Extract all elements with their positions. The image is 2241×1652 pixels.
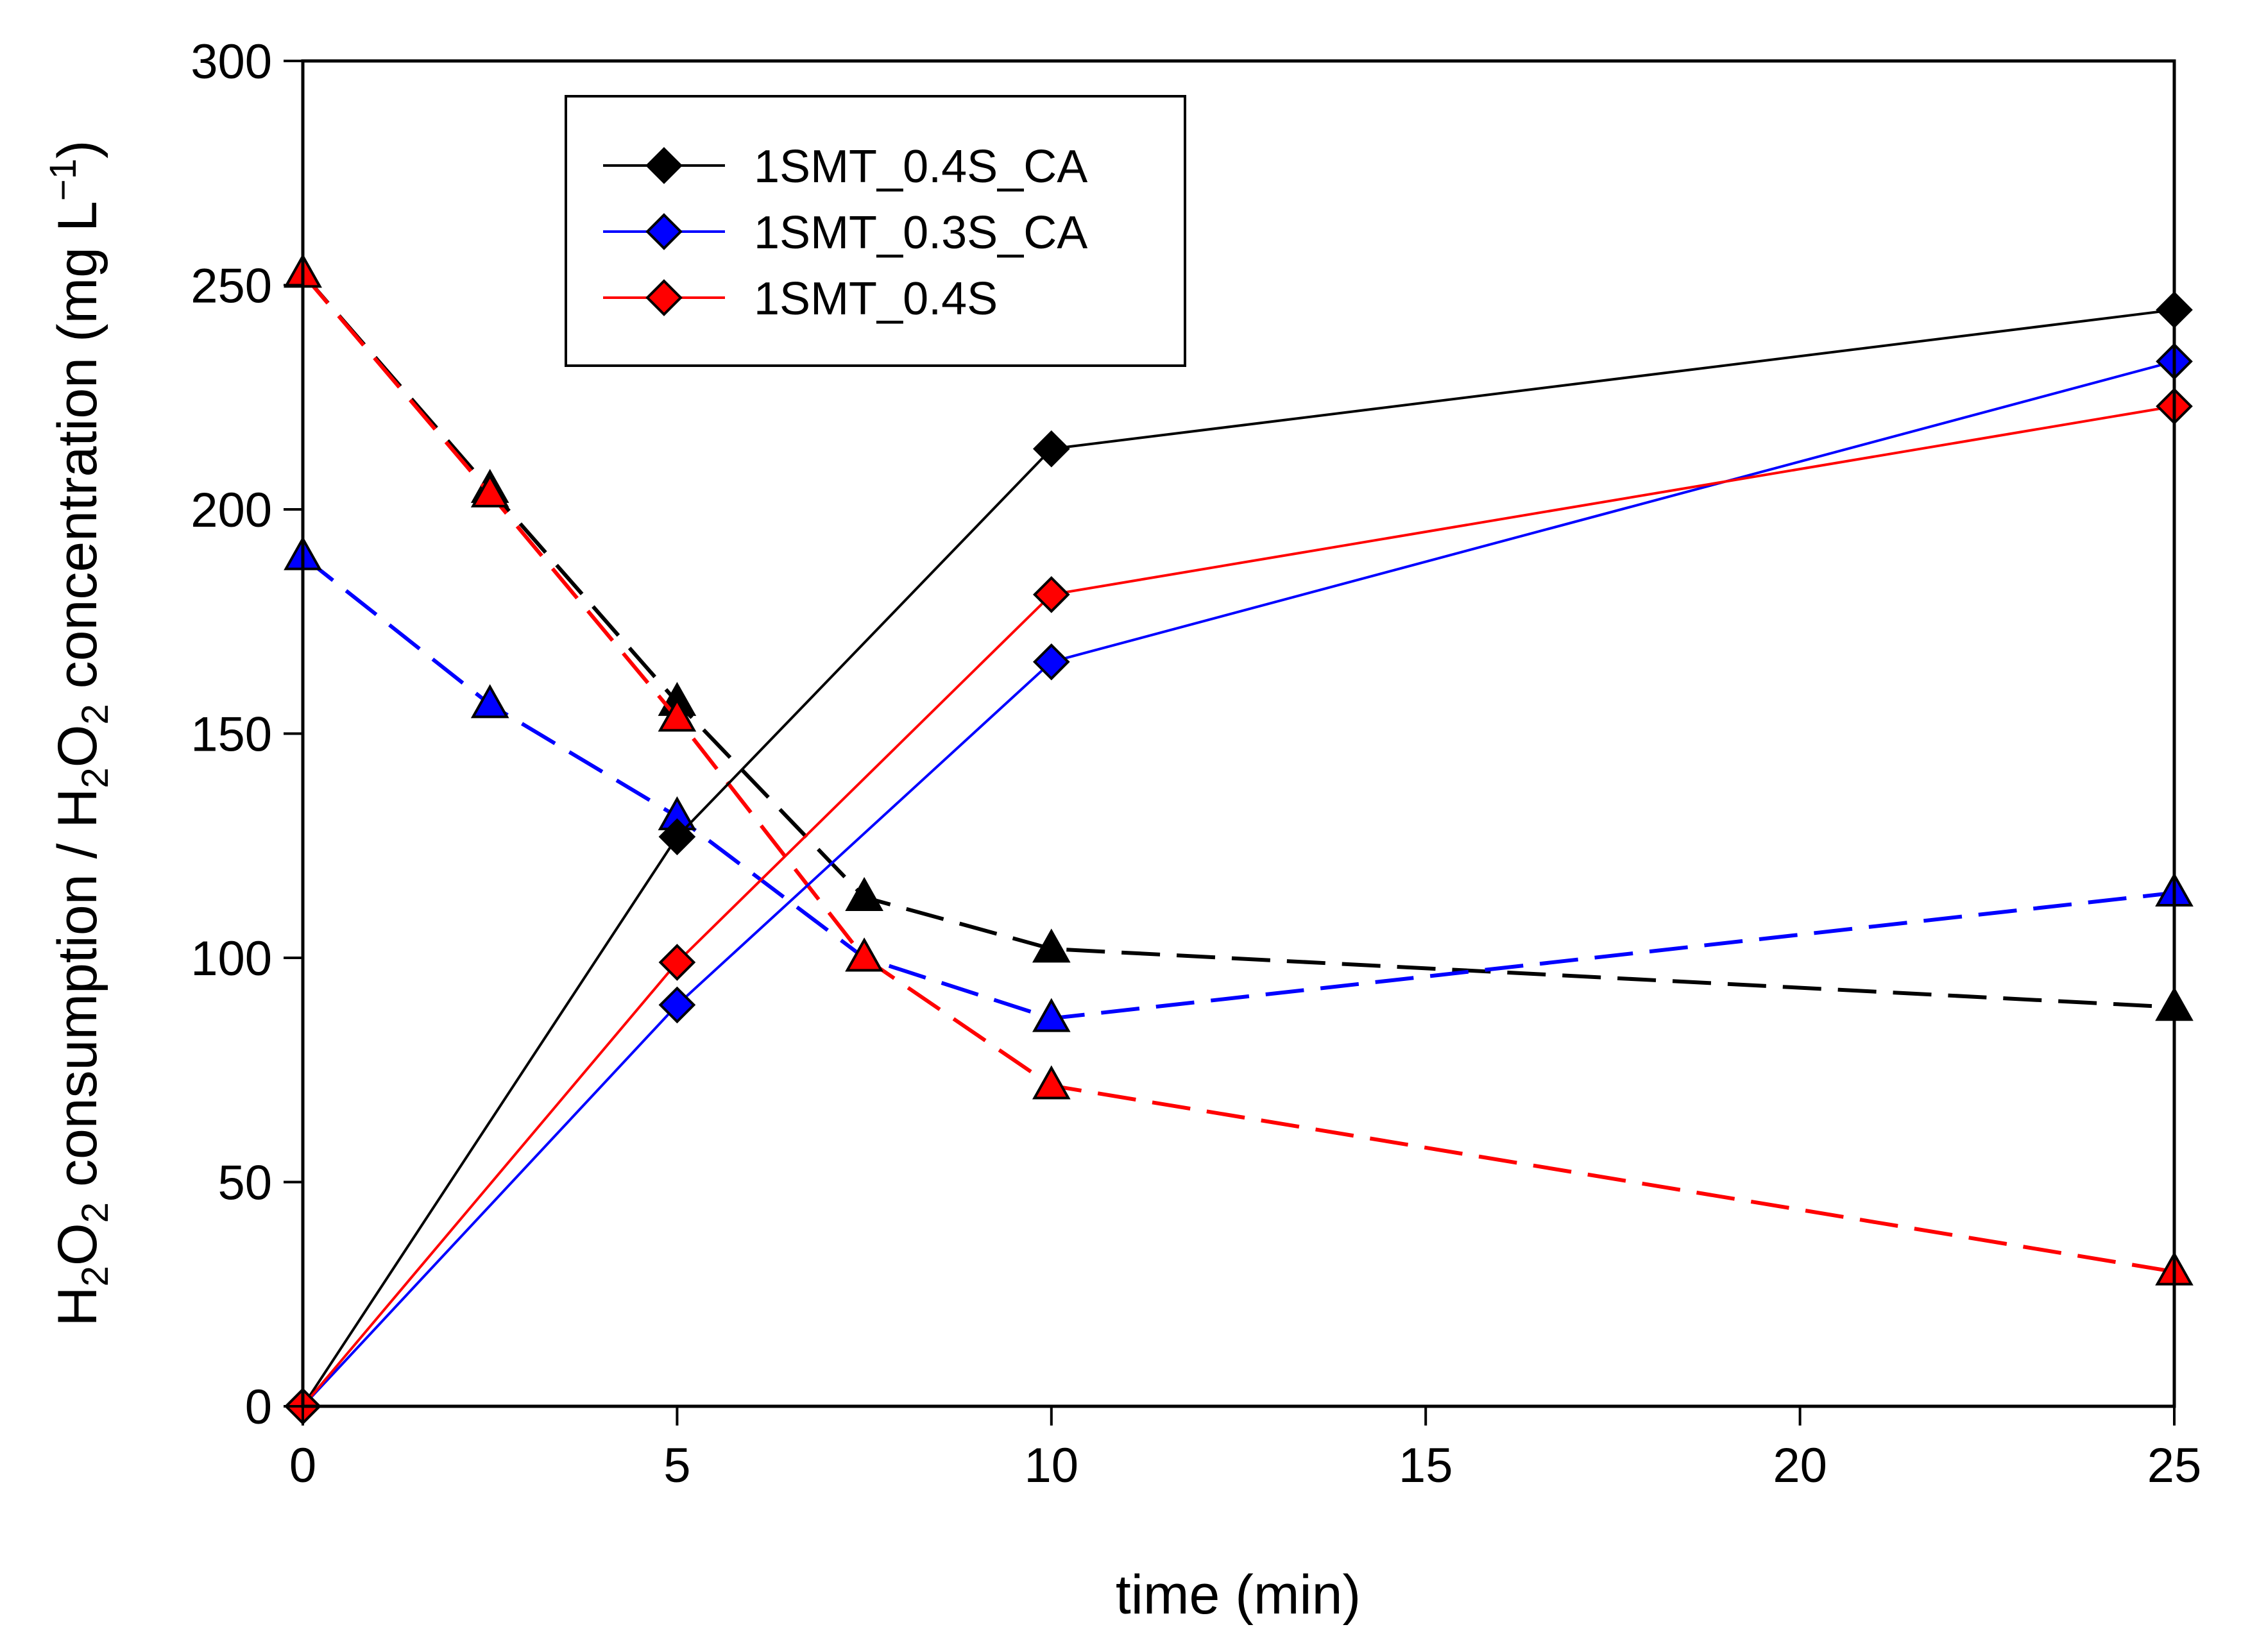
legend-label: 1SMT_0.4S_CA	[754, 141, 1087, 192]
series-line	[301, 273, 2175, 1009]
y-tick-label: 250	[191, 259, 272, 314]
data-point	[658, 944, 696, 981]
y-axis-title-part: H	[47, 1286, 108, 1326]
x-tick-label: 25	[2147, 1438, 2202, 1493]
data-point	[658, 818, 696, 856]
y-axis-title-part: O	[47, 724, 108, 767]
y-tick-label: 50	[217, 1156, 272, 1211]
series-line	[302, 308, 2175, 1408]
y-axis-title-part: 2	[74, 767, 116, 788]
legend-label: 1SMT_0.4S	[754, 273, 998, 325]
y-axis-title-part: 2	[74, 1266, 116, 1286]
data-point	[1032, 928, 1071, 963]
data-point	[1032, 430, 1070, 468]
data-point	[658, 986, 696, 1024]
y-axis: 0 50 100 150 200 250 300	[191, 35, 303, 1435]
y-axis-title-part: 2	[74, 704, 116, 724]
series-line	[302, 405, 2175, 1408]
legend-item: 1SMT_0.4S	[603, 273, 998, 325]
legend-marker	[645, 279, 683, 316]
data-point	[1032, 1065, 1071, 1100]
legend-marker	[645, 147, 683, 184]
y-tick-label: 150	[191, 708, 272, 762]
y-axis-title-part: concentration (mg L	[47, 201, 108, 704]
legend-label: 1SMT_0.3S_CA	[754, 207, 1087, 259]
data-point	[1032, 643, 1070, 681]
x-tick-label: 15	[1399, 1438, 1453, 1493]
y-tick-label: 300	[191, 35, 272, 89]
data-point	[845, 937, 883, 972]
y-tick-label: 0	[245, 1380, 272, 1435]
y-axis-title-part: −1	[42, 158, 84, 201]
y-axis-title-part: 2	[74, 1202, 116, 1223]
y-tick-label: 200	[191, 483, 272, 538]
y-axis-title-part: O	[47, 1223, 108, 1266]
legend-marker	[645, 213, 683, 250]
legend-item: 1SMT_0.3S_CA	[603, 207, 1087, 259]
x-tick-label: 20	[1773, 1438, 1827, 1493]
x-tick-label: 10	[1025, 1438, 1079, 1493]
legend-item: 1SMT_0.4S_CA	[603, 141, 1087, 192]
series-line	[302, 555, 2175, 1021]
legend: 1SMT_0.4S_CA 1SMT_0.3S_CA 1SMT_0.4S	[565, 95, 1186, 367]
x-tick-label: 5	[663, 1438, 690, 1493]
x-tick-label: 0	[289, 1438, 316, 1493]
series-line	[302, 360, 2175, 1408]
data-point	[845, 876, 883, 911]
series-line	[301, 273, 2175, 1274]
x-axis: 0 5 10 15 20 25	[289, 1406, 2201, 1493]
y-axis-title: H2O2 consumption / H2O2 concentration (m…	[42, 140, 116, 1326]
x-axis-title: time (min)	[1116, 1564, 1361, 1626]
series-5	[284, 253, 2194, 1286]
y-axis-title-part: )	[47, 140, 108, 158]
y-axis-title-part: consumption / H	[47, 788, 108, 1202]
plot-content	[284, 253, 2194, 1425]
data-point	[470, 473, 509, 507]
data-point	[470, 684, 509, 719]
y-tick-label: 100	[191, 932, 272, 986]
data-point	[1032, 575, 1070, 613]
data-point	[1032, 998, 1071, 1032]
data-point	[658, 697, 697, 732]
